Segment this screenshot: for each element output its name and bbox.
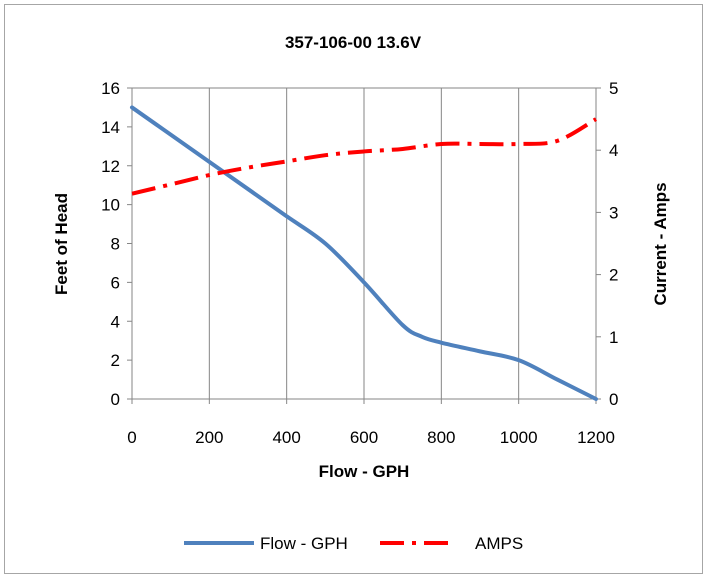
x-axis-ticks: 0 200 400 600 800 1000 1200 [127,399,615,447]
x-tick-label-1200: 1200 [577,428,615,447]
x-tick-label-800: 800 [427,428,455,447]
y2-axis-title: Current - Amps [651,182,670,305]
y2-tick-label-3: 3 [609,203,618,222]
y2-tick-label-4: 4 [609,141,618,160]
series-line-1 [131,117,598,196]
legend-label-amps: AMPS [475,534,523,553]
chart-border [4,4,703,574]
y-tick-label-6: 6 [111,273,120,292]
legend: Flow - GPH AMPS [184,534,523,553]
y-tick-label-10: 10 [101,196,120,215]
y-tick-label-8: 8 [111,235,120,254]
y-tick-label-16: 16 [101,79,120,98]
legend-label-flow: Flow - GPH [260,534,348,553]
y2-tick-label-2: 2 [609,266,618,285]
x-tick-label-0: 0 [127,428,136,447]
x-tick-label-1000: 1000 [500,428,538,447]
y-tick-label-14: 14 [101,118,120,137]
series-line-0 [130,105,598,401]
y2-axis-ticks: 0 1 2 3 4 5 [596,79,618,409]
y-axis-title: Feet of Head [52,193,71,295]
grid [208,88,520,399]
y-axis-ticks: 0 2 4 6 8 10 12 14 16 [101,79,132,409]
y2-tick-label-0: 0 [609,390,618,409]
y-tick-label-2: 2 [111,351,120,370]
y2-tick-label-1: 1 [609,328,618,347]
x-tick-label-400: 400 [272,428,300,447]
x-tick-label-200: 200 [195,428,223,447]
y-tick-label-12: 12 [101,157,120,176]
series-layer [130,105,598,401]
y-tick-label-0: 0 [111,390,120,409]
x-axis-title: Flow - GPH [319,462,410,481]
x-tick-label-600: 600 [350,428,378,447]
y-tick-label-4: 4 [111,312,120,331]
y2-tick-label-5: 5 [609,79,618,98]
chart-title: 357-106-00 13.6V [285,33,422,52]
